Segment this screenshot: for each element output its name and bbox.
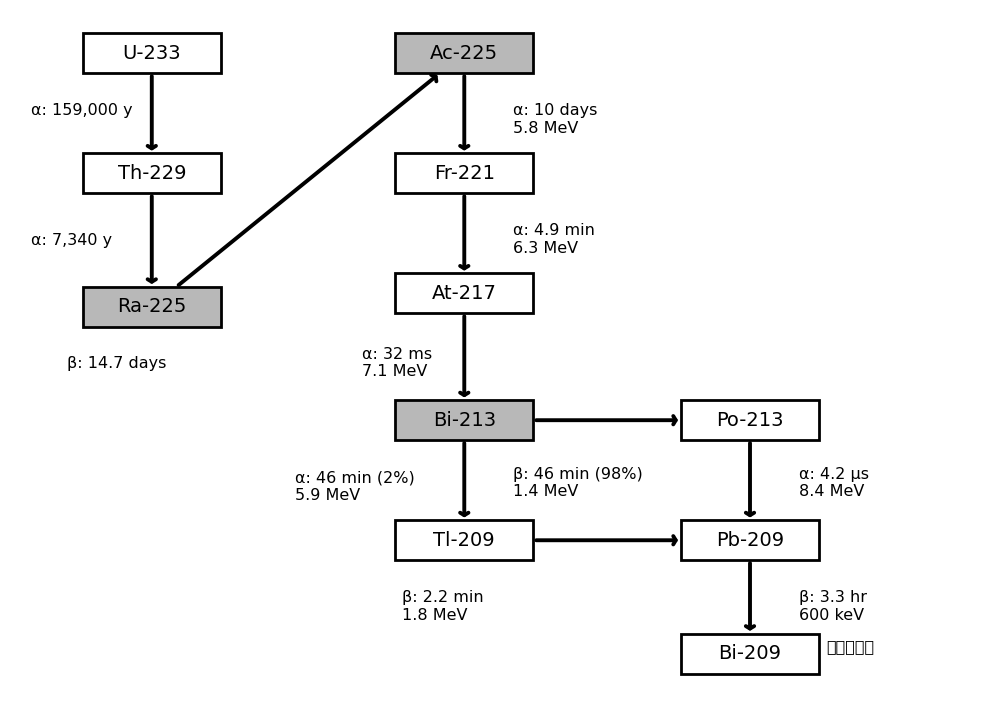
FancyBboxPatch shape xyxy=(395,274,533,313)
Text: Tl-209: Tl-209 xyxy=(433,531,495,550)
Text: α: 7,340 y: α: 7,340 y xyxy=(31,233,112,247)
FancyBboxPatch shape xyxy=(395,153,533,194)
FancyBboxPatch shape xyxy=(83,33,221,74)
FancyBboxPatch shape xyxy=(83,153,221,194)
Text: Bi-209: Bi-209 xyxy=(718,644,782,663)
FancyBboxPatch shape xyxy=(681,633,819,674)
Text: At-217: At-217 xyxy=(432,284,497,303)
Text: Th-229: Th-229 xyxy=(118,164,186,183)
Text: β: 2.2 min
1.8 MeV: β: 2.2 min 1.8 MeV xyxy=(402,590,483,623)
Text: α: 10 days
5.8 MeV: α: 10 days 5.8 MeV xyxy=(513,103,598,136)
Text: Bi-213: Bi-213 xyxy=(433,411,496,430)
Text: α: 159,000 y: α: 159,000 y xyxy=(31,103,133,117)
FancyBboxPatch shape xyxy=(395,400,533,440)
Text: α: 32 ms
7.1 MeV: α: 32 ms 7.1 MeV xyxy=(362,347,432,379)
Text: α: 46 min (2%)
5.9 MeV: α: 46 min (2%) 5.9 MeV xyxy=(295,470,414,503)
Text: Fr-221: Fr-221 xyxy=(434,164,495,183)
Text: Ra-225: Ra-225 xyxy=(117,298,186,316)
Text: α: 4.2 μs
8.4 MeV: α: 4.2 μs 8.4 MeV xyxy=(799,467,869,499)
Text: U-233: U-233 xyxy=(122,44,181,63)
FancyBboxPatch shape xyxy=(681,400,819,440)
Text: β: 46 min (98%)
1.4 MeV: β: 46 min (98%) 1.4 MeV xyxy=(513,467,643,499)
Text: Pb-209: Pb-209 xyxy=(716,531,784,550)
Text: β: 3.3 hr
600 keV: β: 3.3 hr 600 keV xyxy=(799,590,867,623)
FancyBboxPatch shape xyxy=(681,520,819,560)
FancyBboxPatch shape xyxy=(83,287,221,327)
Text: Po-213: Po-213 xyxy=(716,411,784,430)
Text: 稳定同位素: 稳定同位素 xyxy=(826,639,874,655)
Text: Ac-225: Ac-225 xyxy=(430,44,498,63)
FancyBboxPatch shape xyxy=(395,520,533,560)
FancyBboxPatch shape xyxy=(395,33,533,74)
Text: α: 4.9 min
6.3 MeV: α: 4.9 min 6.3 MeV xyxy=(513,223,595,256)
Text: β: 14.7 days: β: 14.7 days xyxy=(67,356,166,371)
